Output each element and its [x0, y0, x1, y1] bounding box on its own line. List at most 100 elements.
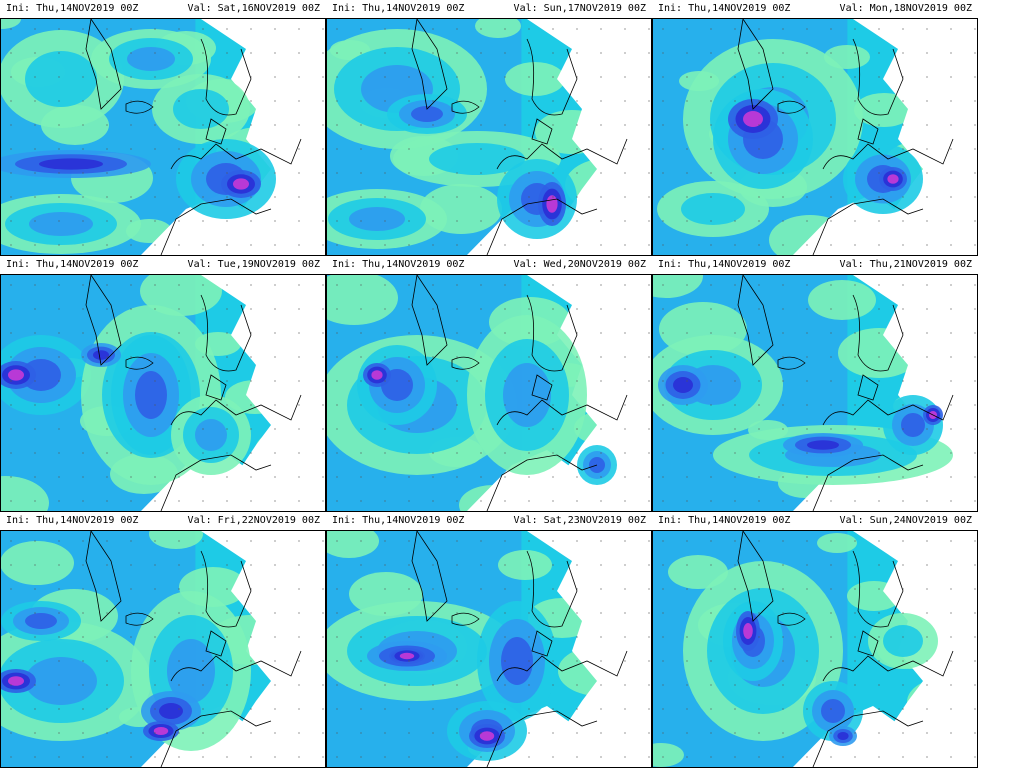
- grid-dot: [600, 172, 602, 174]
- grid-dot: [902, 172, 904, 174]
- forecast-panel-7: Ini: Thu,14NOV2019 00Z Val: Fri,22NOV201…: [0, 512, 326, 768]
- grid-dot: [82, 564, 84, 566]
- grid-dot: [552, 684, 554, 686]
- grid-dot: [360, 172, 362, 174]
- grid-dot: [250, 172, 252, 174]
- grid-dot: [734, 660, 736, 662]
- grid-dot: [408, 564, 410, 566]
- moisture-blob: [153, 727, 169, 735]
- grid-dot: [178, 404, 180, 406]
- grid-dot: [902, 196, 904, 198]
- grid-dot: [926, 308, 928, 310]
- grid-dot: [274, 380, 276, 382]
- coastline: [85, 531, 122, 622]
- grid-dot: [456, 196, 458, 198]
- grid-dot: [154, 500, 156, 502]
- grid-dot: [950, 476, 952, 478]
- coastline: [531, 118, 553, 145]
- grid-dot: [432, 452, 434, 454]
- grid-dot: [902, 708, 904, 710]
- grid-dot: [950, 284, 952, 286]
- grid-dot: [950, 660, 952, 662]
- moisture-blob: [25, 51, 97, 107]
- grid-dot: [408, 148, 410, 150]
- grid-dot: [902, 500, 904, 502]
- grid-dot: [734, 500, 736, 502]
- field-patch: [327, 275, 398, 325]
- grid-dot: [58, 756, 60, 758]
- grid-dot: [878, 332, 880, 334]
- grid-dot: [480, 636, 482, 638]
- grid-dot: [408, 540, 410, 542]
- moisture-blob: [25, 613, 57, 629]
- grid-dot: [950, 220, 952, 222]
- grid-dot: [974, 660, 976, 662]
- grid-dot: [456, 588, 458, 590]
- grid-dot: [504, 476, 506, 478]
- grid-dot: [830, 356, 832, 358]
- grid-dot: [758, 172, 760, 174]
- forecast-panel-6: Ini: Thu,14NOV2019 00Z Val: Thu,21NOV201…: [652, 256, 978, 512]
- grid-dot: [662, 708, 664, 710]
- grid-dot: [58, 28, 60, 30]
- grid-dot: [830, 28, 832, 30]
- grid-dot: [322, 452, 324, 454]
- grid-dot: [662, 284, 664, 286]
- grid-dot: [130, 284, 132, 286]
- grid-dot: [734, 380, 736, 382]
- grid-dot: [432, 636, 434, 638]
- grid-dot: [432, 76, 434, 78]
- grid-dot: [926, 196, 928, 198]
- map-canvas: [327, 531, 651, 767]
- grid-dot: [10, 732, 12, 734]
- grid-dot: [806, 428, 808, 430]
- coastline: [496, 138, 628, 170]
- grid-dot: [950, 564, 952, 566]
- grid-dot: [480, 172, 482, 174]
- moisture-blob: [807, 440, 839, 450]
- grid-dot: [456, 172, 458, 174]
- grid-dot: [950, 428, 952, 430]
- grid-dot: [950, 708, 952, 710]
- grid-dot: [154, 660, 156, 662]
- grid-dot: [806, 708, 808, 710]
- grid-dot: [178, 380, 180, 382]
- valid-time-label: Val: Mon,18NOV2019 00Z: [839, 3, 972, 14]
- grid-dot: [710, 404, 712, 406]
- grid-dot: [178, 76, 180, 78]
- grid-dot: [878, 756, 880, 758]
- grid-dot: [734, 428, 736, 430]
- grid-dot: [202, 540, 204, 542]
- grid-dot: [34, 100, 36, 102]
- grid-dot: [686, 356, 688, 358]
- grid-dot: [552, 636, 554, 638]
- grid-dot: [552, 500, 554, 502]
- grid-dot: [854, 172, 856, 174]
- grid-dot: [336, 356, 338, 358]
- grid-dot: [226, 500, 228, 502]
- grid-dot: [734, 196, 736, 198]
- grid-dot: [782, 708, 784, 710]
- grid-dot: [106, 540, 108, 542]
- grid-dot: [360, 308, 362, 310]
- grid-dot: [552, 52, 554, 54]
- grid-dot: [624, 124, 626, 126]
- grid-dot: [130, 428, 132, 430]
- moisture-blob: [29, 212, 93, 236]
- forecast-panel-8: Ini: Thu,14NOV2019 00Z Val: Sat,23NOV201…: [326, 512, 652, 768]
- coastline: [125, 612, 154, 626]
- coastline: [852, 294, 904, 372]
- grid-dot: [298, 612, 300, 614]
- grid-dot: [902, 244, 904, 246]
- grid-dot: [322, 148, 324, 150]
- grid-dot: [552, 172, 554, 174]
- grid-dot: [82, 244, 84, 246]
- grid-dot: [624, 28, 626, 30]
- grid-dot: [878, 500, 880, 502]
- grid-dot: [830, 76, 832, 78]
- map-canvas: [653, 531, 977, 767]
- grid-dot: [480, 124, 482, 126]
- grid-dot: [456, 564, 458, 566]
- grid-dot: [806, 172, 808, 174]
- grid-dot: [710, 28, 712, 30]
